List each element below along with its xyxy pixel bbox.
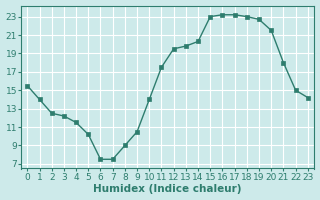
X-axis label: Humidex (Indice chaleur): Humidex (Indice chaleur) (93, 184, 242, 194)
